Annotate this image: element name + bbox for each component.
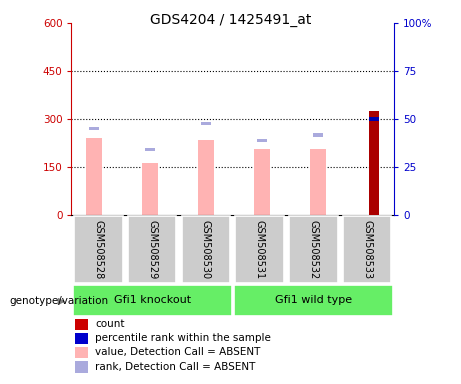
Bar <box>343 216 391 283</box>
Text: GSM508532: GSM508532 <box>308 220 319 279</box>
Text: GSM508530: GSM508530 <box>201 220 211 279</box>
Bar <box>257 139 267 142</box>
Bar <box>198 141 214 215</box>
Bar <box>86 138 102 215</box>
Bar <box>313 134 324 137</box>
Bar <box>254 149 270 215</box>
Bar <box>75 319 88 330</box>
Bar <box>75 347 88 358</box>
Bar <box>236 216 284 283</box>
Text: GSM508529: GSM508529 <box>147 220 157 279</box>
Bar <box>89 127 99 130</box>
Bar <box>128 216 176 283</box>
Bar <box>142 163 158 215</box>
Bar <box>72 285 232 316</box>
Bar <box>234 285 393 316</box>
Bar <box>74 216 123 283</box>
Bar <box>182 216 230 283</box>
Text: percentile rank within the sample: percentile rank within the sample <box>95 333 272 343</box>
Text: GSM508533: GSM508533 <box>362 220 372 279</box>
Bar <box>369 117 379 121</box>
Bar <box>369 116 379 119</box>
Text: Gfi1 wild type: Gfi1 wild type <box>275 295 352 306</box>
Text: GSM508531: GSM508531 <box>254 220 265 279</box>
Text: Gfi1 knockout: Gfi1 knockout <box>113 295 191 306</box>
Text: count: count <box>95 319 125 329</box>
Bar <box>369 111 379 215</box>
Text: GDS4204 / 1425491_at: GDS4204 / 1425491_at <box>150 13 311 27</box>
Bar <box>75 361 88 372</box>
Text: value, Detection Call = ABSENT: value, Detection Call = ABSENT <box>95 347 261 357</box>
Bar <box>311 149 326 215</box>
Bar <box>201 122 211 126</box>
Bar <box>145 148 155 151</box>
Text: GSM508528: GSM508528 <box>93 220 103 279</box>
Bar <box>75 333 88 344</box>
Bar <box>290 216 337 283</box>
Text: genotype/variation: genotype/variation <box>9 296 108 306</box>
Text: rank, Detection Call = ABSENT: rank, Detection Call = ABSENT <box>95 362 256 372</box>
